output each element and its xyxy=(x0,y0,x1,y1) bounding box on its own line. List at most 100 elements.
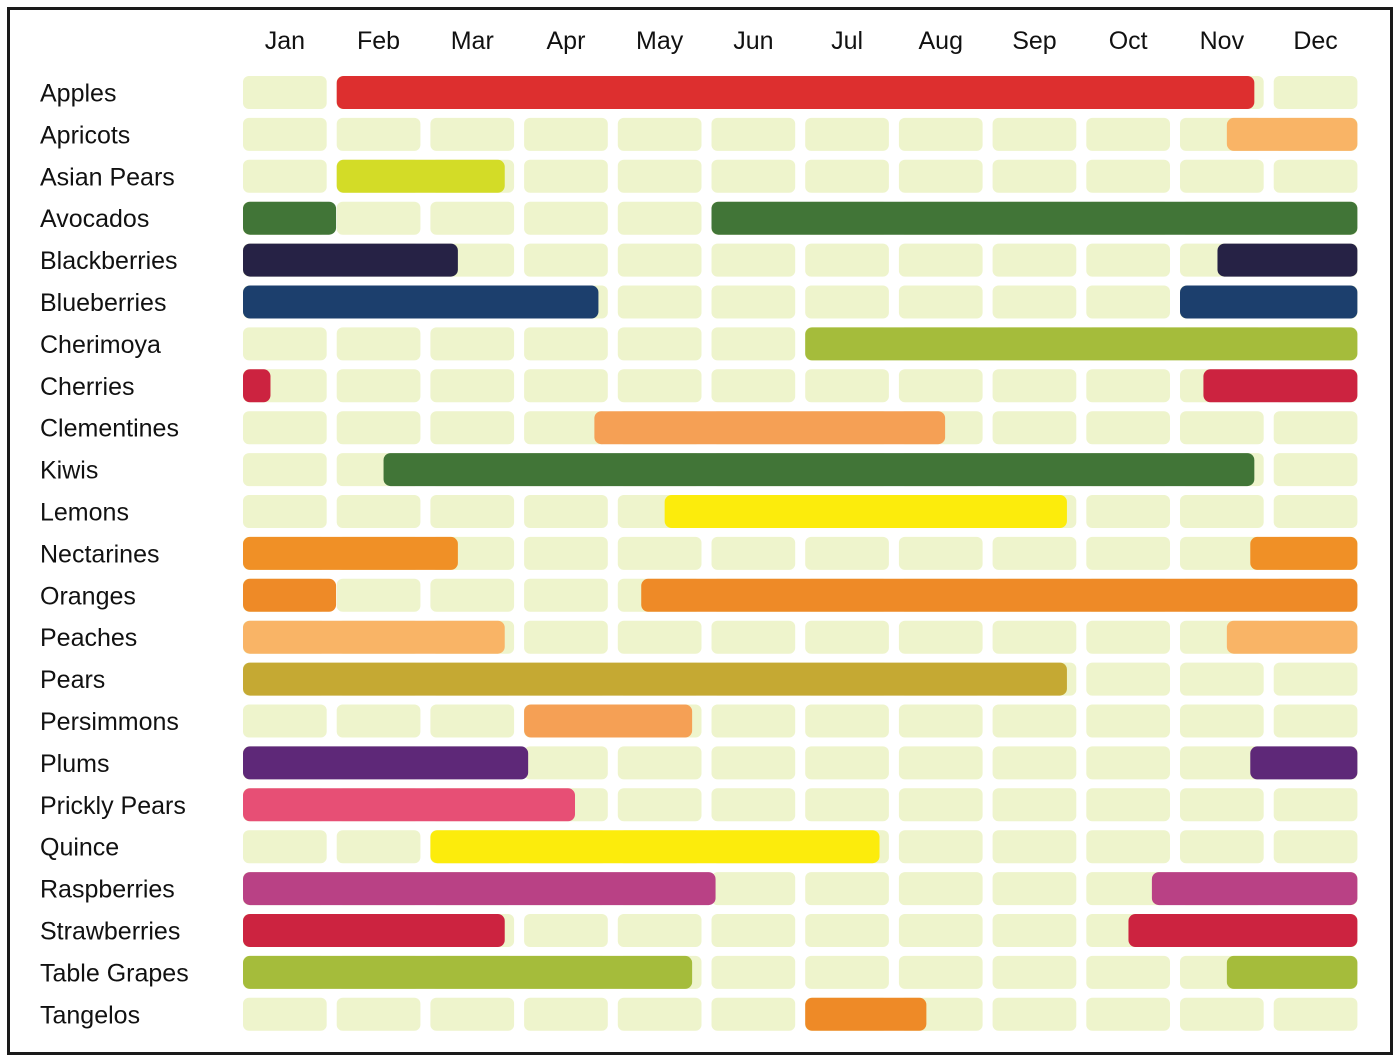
empty-month-cell xyxy=(243,76,327,109)
empty-month-cell xyxy=(1086,285,1170,319)
empty-month-cell xyxy=(805,285,889,319)
empty-month-cell xyxy=(711,788,796,822)
empty-month-cell xyxy=(1086,997,1170,1031)
empty-month-cell xyxy=(243,830,327,864)
empty-month-cell xyxy=(336,704,421,738)
empty-month-cell xyxy=(1180,997,1264,1031)
season-bar xyxy=(1250,746,1358,780)
empty-month-cell xyxy=(336,578,421,612)
season-bar xyxy=(1226,955,1358,989)
season-bar xyxy=(243,955,693,989)
empty-month-cell xyxy=(992,997,1077,1031)
season-bar xyxy=(1226,117,1358,151)
empty-month-cell xyxy=(524,536,608,570)
empty-month-cell xyxy=(1086,243,1170,277)
empty-month-cell xyxy=(243,327,327,361)
fruit-label: Cherimoya xyxy=(40,331,161,359)
season-bar xyxy=(336,76,1255,109)
empty-month-cell xyxy=(992,285,1077,319)
empty-month-cell xyxy=(243,117,327,151)
empty-month-cell xyxy=(992,536,1077,570)
empty-month-cell xyxy=(1086,117,1170,151)
season-bar xyxy=(1203,369,1358,403)
month-label: Dec xyxy=(1293,27,1337,55)
empty-month-cell xyxy=(805,117,889,151)
empty-month-cell xyxy=(1086,411,1170,445)
empty-month-cell xyxy=(711,285,796,319)
fruit-label: Pears xyxy=(40,666,105,694)
empty-month-cell xyxy=(430,578,515,612)
season-bar xyxy=(805,327,1358,361)
season-bar xyxy=(1180,285,1358,319)
empty-month-cell xyxy=(1086,536,1170,570)
season-bar xyxy=(243,243,458,277)
empty-month-cell xyxy=(1086,369,1170,403)
empty-month-cell xyxy=(336,369,421,403)
fruit-label: Persimmons xyxy=(40,708,179,736)
season-bar xyxy=(243,788,576,822)
season-bar xyxy=(243,201,337,235)
empty-month-cell xyxy=(898,746,983,780)
empty-month-cell xyxy=(1273,788,1358,822)
empty-month-cell xyxy=(524,914,608,947)
empty-month-cell xyxy=(992,117,1077,151)
empty-month-cell xyxy=(805,746,889,780)
empty-month-cell xyxy=(992,620,1077,654)
empty-month-cell xyxy=(1273,495,1358,528)
empty-month-cell xyxy=(336,495,421,528)
empty-month-cell xyxy=(898,704,983,738)
fruit-label: Tangelos xyxy=(40,1001,140,1029)
season-bar xyxy=(1250,536,1358,570)
fruit-label: Quince xyxy=(40,834,119,862)
month-label: Aug xyxy=(919,27,963,55)
empty-month-cell xyxy=(617,369,702,403)
empty-month-cell xyxy=(430,327,515,361)
season-bar xyxy=(383,453,1255,487)
empty-month-cell xyxy=(524,411,608,445)
empty-month-cell xyxy=(711,746,796,780)
empty-month-cell xyxy=(711,872,796,906)
empty-month-cell xyxy=(711,369,796,403)
empty-month-cell xyxy=(1086,159,1170,193)
empty-month-cell xyxy=(1086,620,1170,654)
empty-month-cell xyxy=(1273,411,1358,445)
empty-month-cell xyxy=(1180,536,1264,570)
fruit-label: Oranges xyxy=(40,582,136,610)
empty-month-cell xyxy=(1086,662,1170,696)
empty-month-cell xyxy=(711,704,796,738)
season-bar xyxy=(1151,872,1358,906)
empty-month-cell xyxy=(617,243,702,277)
fruit-label: Apricots xyxy=(40,121,130,149)
empty-month-cell xyxy=(617,788,702,822)
season-bar xyxy=(430,830,880,864)
empty-month-cell xyxy=(524,159,608,193)
empty-month-cell xyxy=(992,830,1077,864)
empty-month-cell xyxy=(898,830,983,864)
season-bar xyxy=(243,536,458,570)
season-bar xyxy=(711,201,1358,235)
month-label: Jun xyxy=(733,27,773,55)
empty-month-cell xyxy=(805,159,889,193)
fruit-label: Kiwis xyxy=(40,457,98,485)
empty-month-cell xyxy=(430,201,515,235)
empty-month-cell xyxy=(336,411,421,445)
fruit-label: Clementines xyxy=(40,415,179,443)
empty-month-cell xyxy=(898,243,983,277)
empty-month-cell xyxy=(805,788,889,822)
empty-month-cell xyxy=(1180,495,1264,528)
empty-month-cell xyxy=(430,495,515,528)
empty-month-cell xyxy=(898,955,983,989)
empty-month-cell xyxy=(1086,830,1170,864)
empty-month-cell xyxy=(1180,159,1264,193)
empty-month-cell xyxy=(1086,746,1170,780)
season-bar xyxy=(524,704,693,738)
empty-month-cell xyxy=(992,369,1077,403)
empty-month-cell xyxy=(617,746,702,780)
month-label: Sep xyxy=(1012,27,1056,55)
empty-month-cell xyxy=(805,369,889,403)
empty-month-cell xyxy=(1273,704,1358,738)
fruit-label: Table Grapes xyxy=(40,959,189,987)
empty-month-cell xyxy=(336,997,421,1031)
empty-month-cell xyxy=(243,997,327,1031)
empty-month-cell xyxy=(524,243,608,277)
